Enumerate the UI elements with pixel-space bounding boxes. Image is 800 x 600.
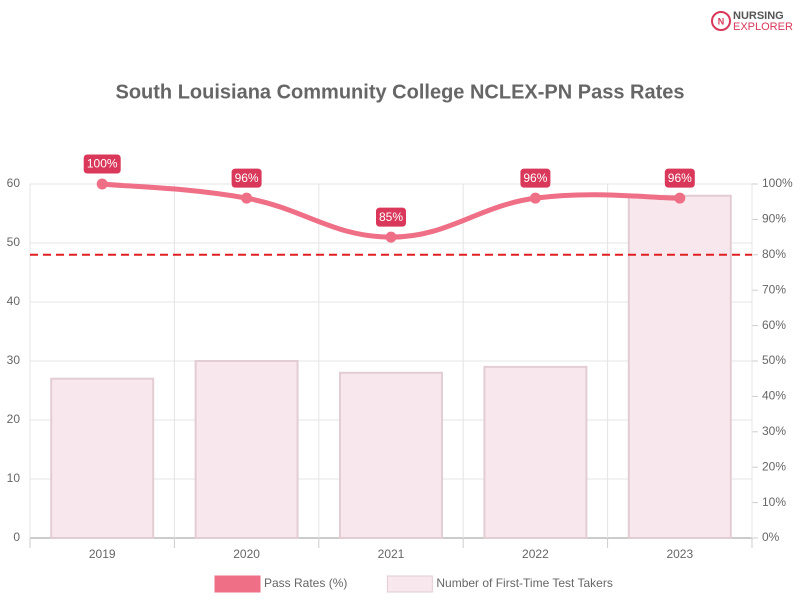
x-tick-label: 2021 xyxy=(378,547,405,561)
y2-tick-label: 80% xyxy=(762,247,786,261)
x-tick-label: 2022 xyxy=(522,547,549,561)
point xyxy=(674,192,686,204)
value-label: 100% xyxy=(87,157,118,171)
logo-text: EXPLORER xyxy=(733,21,793,33)
y2-tick-label: 30% xyxy=(762,424,786,438)
y2-tick-label: 60% xyxy=(762,318,786,332)
logo: N NURSING EXPLORER xyxy=(711,10,793,33)
value-label-box xyxy=(663,167,696,189)
y2-tick-label: 10% xyxy=(762,495,786,509)
y2-tick-label: 20% xyxy=(762,459,786,473)
logo-text: NURSING xyxy=(733,10,784,22)
value-label: 96% xyxy=(235,171,259,185)
point xyxy=(385,231,397,243)
y2-tick-label: 100% xyxy=(762,176,793,190)
value-label-box xyxy=(375,206,407,228)
logo-icon-letter: N xyxy=(718,16,725,26)
y2-tick-label: 0% xyxy=(762,530,780,544)
y-tick-label: 30 xyxy=(7,353,21,367)
y2-tick-label: 70% xyxy=(762,282,786,296)
y-tick-label: 20 xyxy=(7,412,21,426)
y2-tick-label: 50% xyxy=(762,353,786,367)
value-label-box xyxy=(519,167,552,189)
y-tick-label: 50 xyxy=(7,235,21,249)
x-tick-label: 2020 xyxy=(233,547,260,561)
y2-tick-label: 90% xyxy=(762,212,786,226)
bar xyxy=(627,194,732,540)
legend-swatch xyxy=(386,575,433,593)
y-tick-label: 10 xyxy=(7,471,21,485)
y-tick-label: 40 xyxy=(7,294,21,308)
bar xyxy=(483,365,588,539)
bar xyxy=(50,377,155,540)
bar xyxy=(339,371,443,539)
bar xyxy=(194,360,299,539)
y-tick-label: 0 xyxy=(13,530,20,544)
value-label: 96% xyxy=(523,171,547,185)
value-label-box xyxy=(82,153,122,175)
x-tick-label: 2019 xyxy=(89,547,116,561)
y2-tick-label: 40% xyxy=(762,389,786,403)
value-label: 96% xyxy=(668,171,692,185)
legend-label: Number of First-Time Test Takers xyxy=(436,576,612,590)
point xyxy=(241,192,253,204)
logo-icon xyxy=(711,11,731,31)
y-tick-label: 60 xyxy=(7,176,21,190)
point xyxy=(529,192,541,204)
legend-label: Pass Rates (%) xyxy=(264,576,347,590)
point xyxy=(96,178,108,190)
value-label: 85% xyxy=(379,210,403,224)
legend-swatch xyxy=(214,575,261,593)
value-label-box xyxy=(230,167,263,189)
x-tick-label: 2023 xyxy=(666,547,693,561)
chart-title: South Louisiana Community College NCLEX-… xyxy=(116,81,685,103)
